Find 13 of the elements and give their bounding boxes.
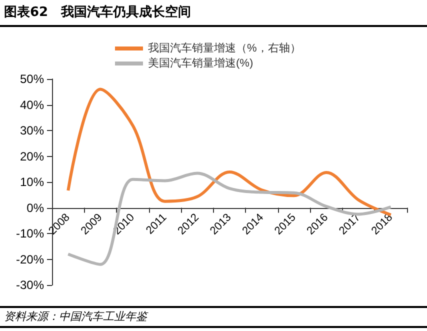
y-tick-label: 10% bbox=[20, 175, 44, 189]
y-tick-label: -20% bbox=[16, 252, 44, 266]
y-tick-label: -30% bbox=[16, 278, 44, 292]
y-tick-label: 0% bbox=[26, 200, 44, 215]
text: 资料来源：中国汽车工业年鉴 bbox=[4, 309, 147, 324]
y-tick-label: 50% bbox=[20, 72, 44, 86]
y-tick-label: -10% bbox=[16, 226, 44, 240]
y-tick-label: 40% bbox=[20, 98, 44, 112]
legend-label: 我国汽车销量增速（%，右轴） bbox=[148, 42, 301, 54]
y-tick-label: 20% bbox=[20, 149, 44, 164]
legend-label: 美国汽车销量增速(%) bbox=[148, 56, 254, 70]
chart-title: 图表62 我国汽车仍具成长空间 bbox=[4, 4, 192, 21]
y-tick-label: 30% bbox=[20, 124, 44, 138]
